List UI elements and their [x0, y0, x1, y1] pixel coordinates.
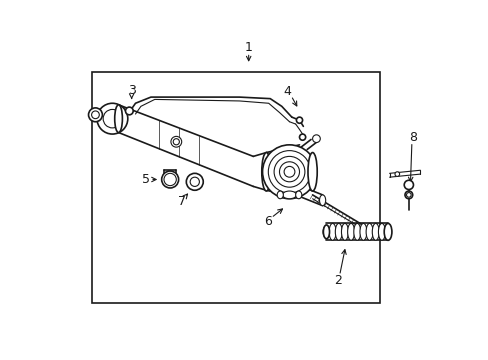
- Text: 2: 2: [333, 274, 341, 287]
- Circle shape: [406, 193, 410, 197]
- Ellipse shape: [335, 223, 342, 240]
- Circle shape: [88, 108, 102, 122]
- Circle shape: [91, 111, 99, 119]
- Ellipse shape: [384, 223, 391, 240]
- Ellipse shape: [262, 145, 316, 199]
- Ellipse shape: [371, 223, 378, 240]
- Circle shape: [296, 117, 302, 123]
- Circle shape: [125, 107, 133, 115]
- Circle shape: [299, 134, 305, 140]
- Ellipse shape: [323, 225, 329, 239]
- Ellipse shape: [173, 139, 179, 145]
- Ellipse shape: [282, 191, 296, 199]
- Ellipse shape: [277, 191, 283, 199]
- Ellipse shape: [378, 223, 385, 240]
- Circle shape: [97, 103, 127, 134]
- Ellipse shape: [366, 223, 372, 240]
- Ellipse shape: [347, 223, 354, 240]
- Text: 4: 4: [283, 85, 290, 98]
- Ellipse shape: [163, 173, 176, 186]
- Ellipse shape: [341, 223, 347, 240]
- Bar: [91, 72, 380, 303]
- Ellipse shape: [268, 150, 310, 193]
- Ellipse shape: [384, 226, 391, 238]
- Text: 7: 7: [177, 194, 185, 208]
- Circle shape: [404, 191, 412, 199]
- Ellipse shape: [323, 226, 329, 238]
- Ellipse shape: [279, 162, 299, 182]
- Text: 8: 8: [408, 131, 416, 144]
- Circle shape: [394, 172, 399, 176]
- Text: 5: 5: [141, 173, 149, 186]
- Ellipse shape: [284, 166, 294, 177]
- Ellipse shape: [359, 223, 366, 240]
- Circle shape: [312, 135, 320, 143]
- Circle shape: [190, 177, 199, 186]
- Text: 1: 1: [244, 41, 252, 54]
- Ellipse shape: [328, 223, 335, 240]
- Circle shape: [103, 109, 122, 128]
- Ellipse shape: [162, 171, 178, 188]
- Text: 3: 3: [127, 85, 135, 98]
- Ellipse shape: [171, 136, 182, 147]
- Ellipse shape: [319, 195, 325, 206]
- Ellipse shape: [307, 153, 317, 191]
- Ellipse shape: [115, 105, 122, 132]
- Text: 6: 6: [264, 215, 271, 228]
- Ellipse shape: [295, 191, 301, 199]
- Ellipse shape: [353, 223, 360, 240]
- Circle shape: [404, 180, 413, 189]
- Ellipse shape: [274, 156, 305, 187]
- Circle shape: [186, 173, 203, 190]
- Ellipse shape: [261, 153, 270, 191]
